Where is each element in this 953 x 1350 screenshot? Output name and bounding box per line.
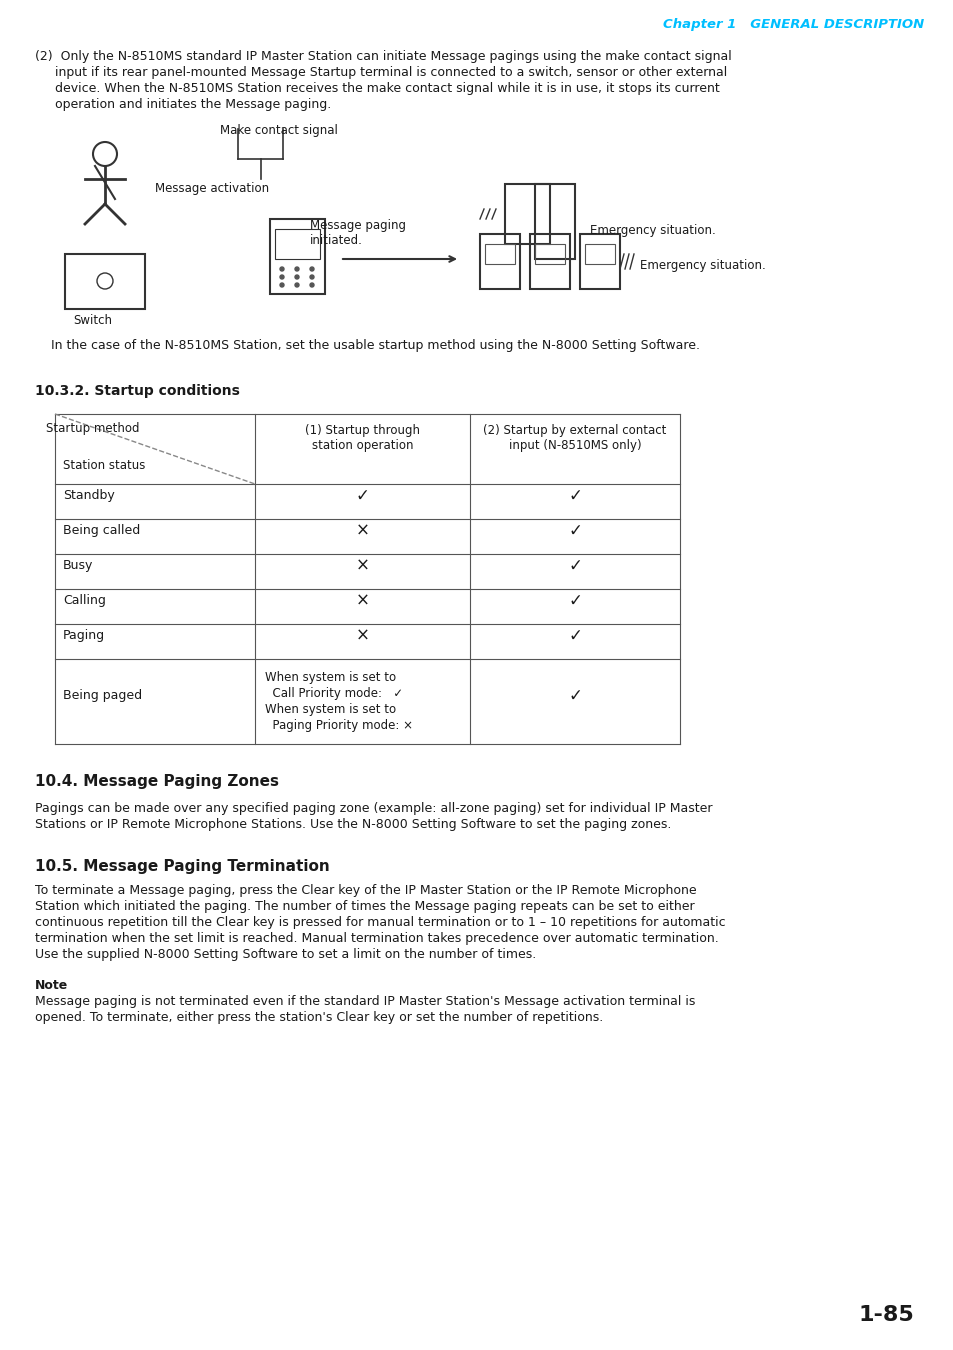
Text: opened. To terminate, either press the station's Clear key or set the number of : opened. To terminate, either press the s… [35,1011,602,1025]
Text: ✓: ✓ [567,626,581,644]
Text: operation and initiates the Message paging.: operation and initiates the Message pagi… [35,99,331,111]
Bar [479,234,519,289]
Text: (2)  Only the N-8510MS standard IP Master Station can initiate Message pagings u: (2) Only the N-8510MS standard IP Master… [35,50,731,63]
Text: ✓: ✓ [567,521,581,540]
Circle shape [280,267,284,271]
Text: Busy: Busy [63,559,93,572]
Text: Use the supplied N-8000 Setting Software to set a limit on the number of times.: Use the supplied N-8000 Setting Software… [35,948,536,961]
Text: Chapter 1   GENERAL DESCRIPTION: Chapter 1 GENERAL DESCRIPTION [662,18,923,31]
Text: continuous repetition till the Clear key is pressed for manual termination or to: continuous repetition till the Clear key… [35,917,725,929]
Text: ×: × [355,626,369,644]
Text: To terminate a Message paging, press the Clear key of the IP Master Station or t: To terminate a Message paging, press the… [35,884,696,896]
Text: Emergency situation.: Emergency situation. [639,259,765,271]
Bar [579,234,619,289]
Bar [504,184,550,244]
Text: ×: × [355,591,369,609]
Text: Being paged: Being paged [63,688,142,702]
Circle shape [294,267,298,271]
Text: Station which initiated the paging. The number of times the Message paging repea: Station which initiated the paging. The … [35,900,694,913]
Text: Being called: Being called [63,524,140,537]
Text: Call Priority mode:   ✓: Call Priority mode: ✓ [265,687,403,701]
Circle shape [280,284,284,288]
Bar [274,230,319,259]
Text: ×: × [355,521,369,540]
Text: input if its rear panel-mounted Message Startup terminal is connected to a switc: input if its rear panel-mounted Message … [35,66,726,80]
Bar [65,254,145,309]
Bar [484,244,515,265]
Text: (1) Startup through
station operation: (1) Startup through station operation [305,424,419,452]
Text: Paging: Paging [63,629,105,643]
Text: Paging Priority mode: ×: Paging Priority mode: × [265,720,413,732]
Text: Message activation: Message activation [154,182,269,194]
Circle shape [310,284,314,288]
Bar [535,244,564,265]
Text: Standby: Standby [63,489,114,502]
Text: In the case of the N-8510MS Station, set the usable startup method using the N-8: In the case of the N-8510MS Station, set… [35,339,700,352]
Text: Switch: Switch [73,315,112,327]
Text: termination when the set limit is reached. Manual termination takes precedence o: termination when the set limit is reache… [35,931,718,945]
Text: 10.5. Message Paging Termination: 10.5. Message Paging Termination [35,859,330,873]
Text: Note: Note [35,979,69,992]
Bar [270,219,325,294]
Text: Station status: Station status [63,459,145,472]
Text: Stations or IP Remote Microphone Stations. Use the N-8000 Setting Software to se: Stations or IP Remote Microphone Station… [35,818,671,832]
Text: When system is set to: When system is set to [265,671,395,684]
Text: Make contact signal: Make contact signal [220,124,337,136]
Text: ✓: ✓ [567,556,581,575]
Bar [584,244,615,265]
Bar [535,184,575,259]
Circle shape [310,275,314,279]
Text: Message paging
initiated.: Message paging initiated. [310,219,406,247]
Circle shape [310,267,314,271]
Circle shape [280,275,284,279]
Text: When system is set to: When system is set to [265,703,395,716]
Bar [530,234,569,289]
Circle shape [294,284,298,288]
Text: ✓: ✓ [567,687,581,705]
Text: (2) Startup by external contact
input (N-8510MS only): (2) Startup by external contact input (N… [483,424,666,452]
Text: Pagings can be made over any specified paging zone (example: all-zone paging) se: Pagings can be made over any specified p… [35,802,712,815]
Circle shape [294,275,298,279]
Text: Message paging is not terminated even if the standard IP Master Station's Messag: Message paging is not terminated even if… [35,995,695,1008]
Text: device. When the N-8510MS Station receives the make contact signal while it is i: device. When the N-8510MS Station receiv… [35,82,719,94]
Text: 1-85: 1-85 [858,1305,913,1324]
Text: ✓: ✓ [567,591,581,609]
Text: Emergency situation.: Emergency situation. [589,224,715,238]
Text: 10.3.2. Startup conditions: 10.3.2. Startup conditions [35,383,239,398]
Text: ✓: ✓ [355,486,369,505]
Text: ✓: ✓ [567,486,581,505]
Text: Startup method: Startup method [47,423,140,435]
Text: Calling: Calling [63,594,106,608]
Text: ×: × [355,556,369,575]
Text: 10.4. Message Paging Zones: 10.4. Message Paging Zones [35,774,278,788]
